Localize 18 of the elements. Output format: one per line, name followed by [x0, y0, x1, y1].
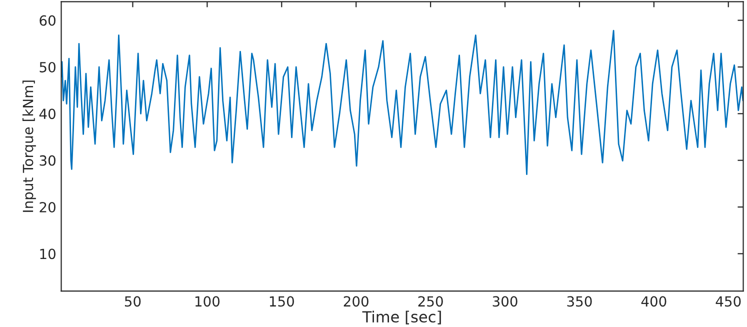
- x-tick-label: 200: [344, 296, 368, 307]
- line-series: [61, 30, 744, 176]
- x-tick-label: 250: [418, 296, 443, 307]
- x-tick-label: 450: [716, 296, 741, 307]
- y-tick-label: 30: [40, 155, 56, 166]
- y-tick-label: 50: [40, 62, 56, 72]
- x-tick-label: 400: [641, 296, 666, 307]
- y-tick-label: 60: [40, 15, 56, 26]
- y-tick-label: 20: [40, 202, 56, 212]
- x-tick-label: 150: [270, 296, 294, 307]
- y-tick-label: 10: [40, 248, 56, 260]
- x-tick-label: 50: [124, 296, 141, 307]
- x-tick-label: 300: [492, 296, 518, 307]
- x-tick-label: 100: [195, 296, 220, 307]
- y-axis-title: Input Torque [kNm]: [22, 80, 36, 212]
- y-tick-label: 40: [39, 108, 56, 120]
- x-axis-title: Time [sec]: [362, 310, 441, 324]
- x-tick-label: 350: [567, 296, 592, 307]
